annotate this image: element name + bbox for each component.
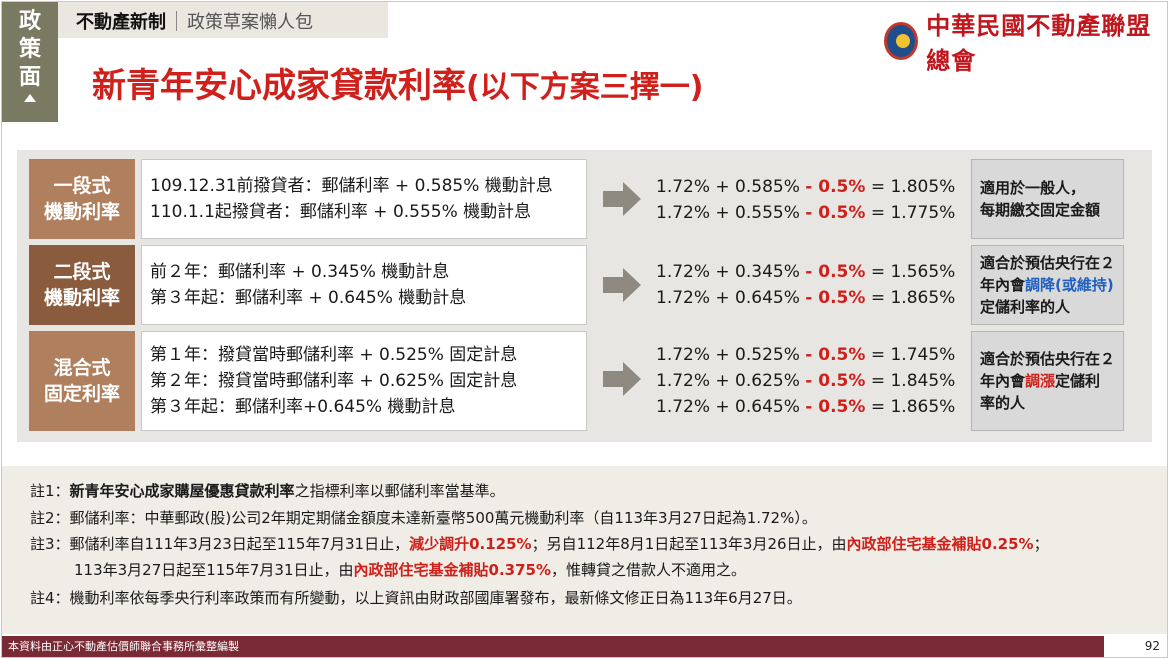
rate-calculation: 1.72% + 0.585% - 0.5% = 1.805% 1.72% + 0…: [656, 174, 956, 226]
option-label-line: 機動利率: [43, 287, 120, 309]
note-text: 適合於預估央行在２年內會調漲定儲利率的人: [980, 350, 1116, 412]
description-line: 第２年：撥貸當時郵儲利率 + 0.625% 固定計息: [150, 371, 518, 391]
section-tab-char: 策: [18, 37, 41, 62]
option-label-line: 一段式: [53, 175, 111, 197]
section-tab-char: 面: [18, 65, 41, 90]
option-label-hybrid-fixed: 混合式 固定利率: [29, 331, 135, 431]
footnotes-panel: [2, 466, 1167, 634]
breadcrumb-divider: [176, 11, 177, 31]
footnote-1: 註1：新青年安心成家購屋優惠貸款利率之指標利率以郵儲利率當基準。: [30, 482, 505, 500]
right-arrow-icon: [603, 268, 641, 302]
option-description: 109.12.31前撥貸者：郵儲利率 + 0.585% 機動計息 110.1.1…: [141, 159, 587, 239]
description-line: 第３年起：郵儲利率+0.645% 機動計息: [150, 397, 456, 417]
footnote-2: 註2：郵儲利率：中華郵政(股)公司2年期定期儲金額度未達新臺幣500萬元機動利率…: [30, 509, 817, 527]
option-description: 前２年：郵儲利率 + 0.345% 機動計息 第３年起：郵儲利率 + 0.645…: [141, 245, 587, 325]
note-text: 適合於預估央行在２年內會調降(或維持)定儲利率的人: [980, 254, 1116, 316]
suitability-note: 適用於一般人， 每期繳交固定金額: [971, 159, 1124, 239]
right-arrow-icon: [603, 362, 641, 396]
page-title-main: 新青年安心成家貸款利率: [92, 66, 466, 106]
description-line: 第３年起：郵儲利率 + 0.645% 機動計息: [150, 288, 467, 308]
header-subtitle: 政策草案懶人包: [187, 12, 313, 33]
option-description: 第１年：撥貸當時郵儲利率 + 0.525% 固定計息 第２年：撥貸當時郵儲利率 …: [141, 331, 587, 431]
footer-credit: 本資料由正心不動產估價師聯合事務所彙整編製: [8, 640, 239, 653]
option-label-line: 固定利率: [43, 383, 120, 405]
calc-line: 1.72% + 0.555% - 0.5% = 1.775%: [656, 203, 956, 223]
option-label-line: 二段式: [53, 261, 111, 283]
org-name: 中華民國不動產聯盟總會: [926, 11, 1152, 75]
calc-line: 1.72% + 0.585% - 0.5% = 1.805%: [656, 177, 956, 197]
description-line: 前２年：郵儲利率 + 0.345% 機動計息: [150, 262, 450, 282]
rate-calculation: 1.72% + 0.525% - 0.5% = 1.745% 1.72% + 0…: [656, 342, 956, 420]
page-number: 92: [1144, 639, 1160, 653]
option-label-two-stage: 二段式 機動利率: [29, 245, 135, 325]
page-title-suffix: (以下方案三擇一): [466, 70, 704, 105]
page-title: 新青年安心成家貸款利率(以下方案三擇一): [92, 58, 703, 107]
right-arrow-icon: [603, 182, 641, 216]
calc-line: 1.72% + 0.645% - 0.5% = 1.865%: [656, 288, 956, 308]
description-line: 109.12.31前撥貸者：郵儲利率 + 0.585% 機動計息: [150, 176, 553, 196]
suitability-note: 適合於預估央行在２年內會調漲定儲利率的人: [971, 331, 1124, 431]
option-label-fixed-stage: 一段式 機動利率: [29, 159, 135, 239]
breadcrumb: 不動產新制 政策草案懶人包: [76, 8, 313, 34]
option-label-line: 混合式: [53, 357, 111, 379]
calc-line: 1.72% + 0.525% - 0.5% = 1.745%: [656, 345, 956, 365]
section-tab: 政 策 面: [2, 2, 58, 122]
rate-calculation: 1.72% + 0.345% - 0.5% = 1.565% 1.72% + 0…: [656, 259, 956, 311]
footnote-3: 註3：郵儲利率自111年3月23日起至115年7月31日止，減少調升0.125%…: [30, 535, 1049, 553]
description-line: 第１年：撥貸當時郵儲利率 + 0.525% 固定計息: [150, 345, 518, 365]
calc-line: 1.72% + 0.345% - 0.5% = 1.565%: [656, 262, 956, 282]
header-band: [58, 2, 388, 38]
note-line: 適用於一般人，: [980, 179, 1086, 197]
option-label-line: 機動利率: [43, 201, 120, 223]
note-line: 每期繳交固定金額: [980, 201, 1101, 219]
section-tab-char: 政: [18, 9, 41, 34]
triangle-icon: [24, 94, 36, 102]
description-line: 110.1.1起撥貸者：郵儲利率 + 0.555% 機動計息: [150, 202, 532, 222]
footnote-3-continued: 113年3月27日起至115年7月31日止，由內政部住宅基金補貼0.375%，惟…: [74, 561, 747, 579]
suitability-note: 適合於預估央行在２年內會調降(或維持)定儲利率的人: [971, 245, 1124, 325]
org-seal-icon: [884, 22, 919, 60]
calc-line: 1.72% + 0.645% - 0.5% = 1.865%: [656, 397, 956, 417]
calc-line: 1.72% + 0.625% - 0.5% = 1.845%: [656, 371, 956, 391]
footer-bar: 本資料由正心不動產估價師聯合事務所彙整編製: [2, 636, 1104, 657]
header-category: 不動產新制: [76, 12, 166, 33]
footnote-4: 註4：機動利率依每季央行利率政策而有所變動，以上資訊由財政部國庫署發布，最新條文…: [30, 589, 802, 607]
org-logo: 中華民國不動產聯盟總會: [884, 6, 1169, 76]
